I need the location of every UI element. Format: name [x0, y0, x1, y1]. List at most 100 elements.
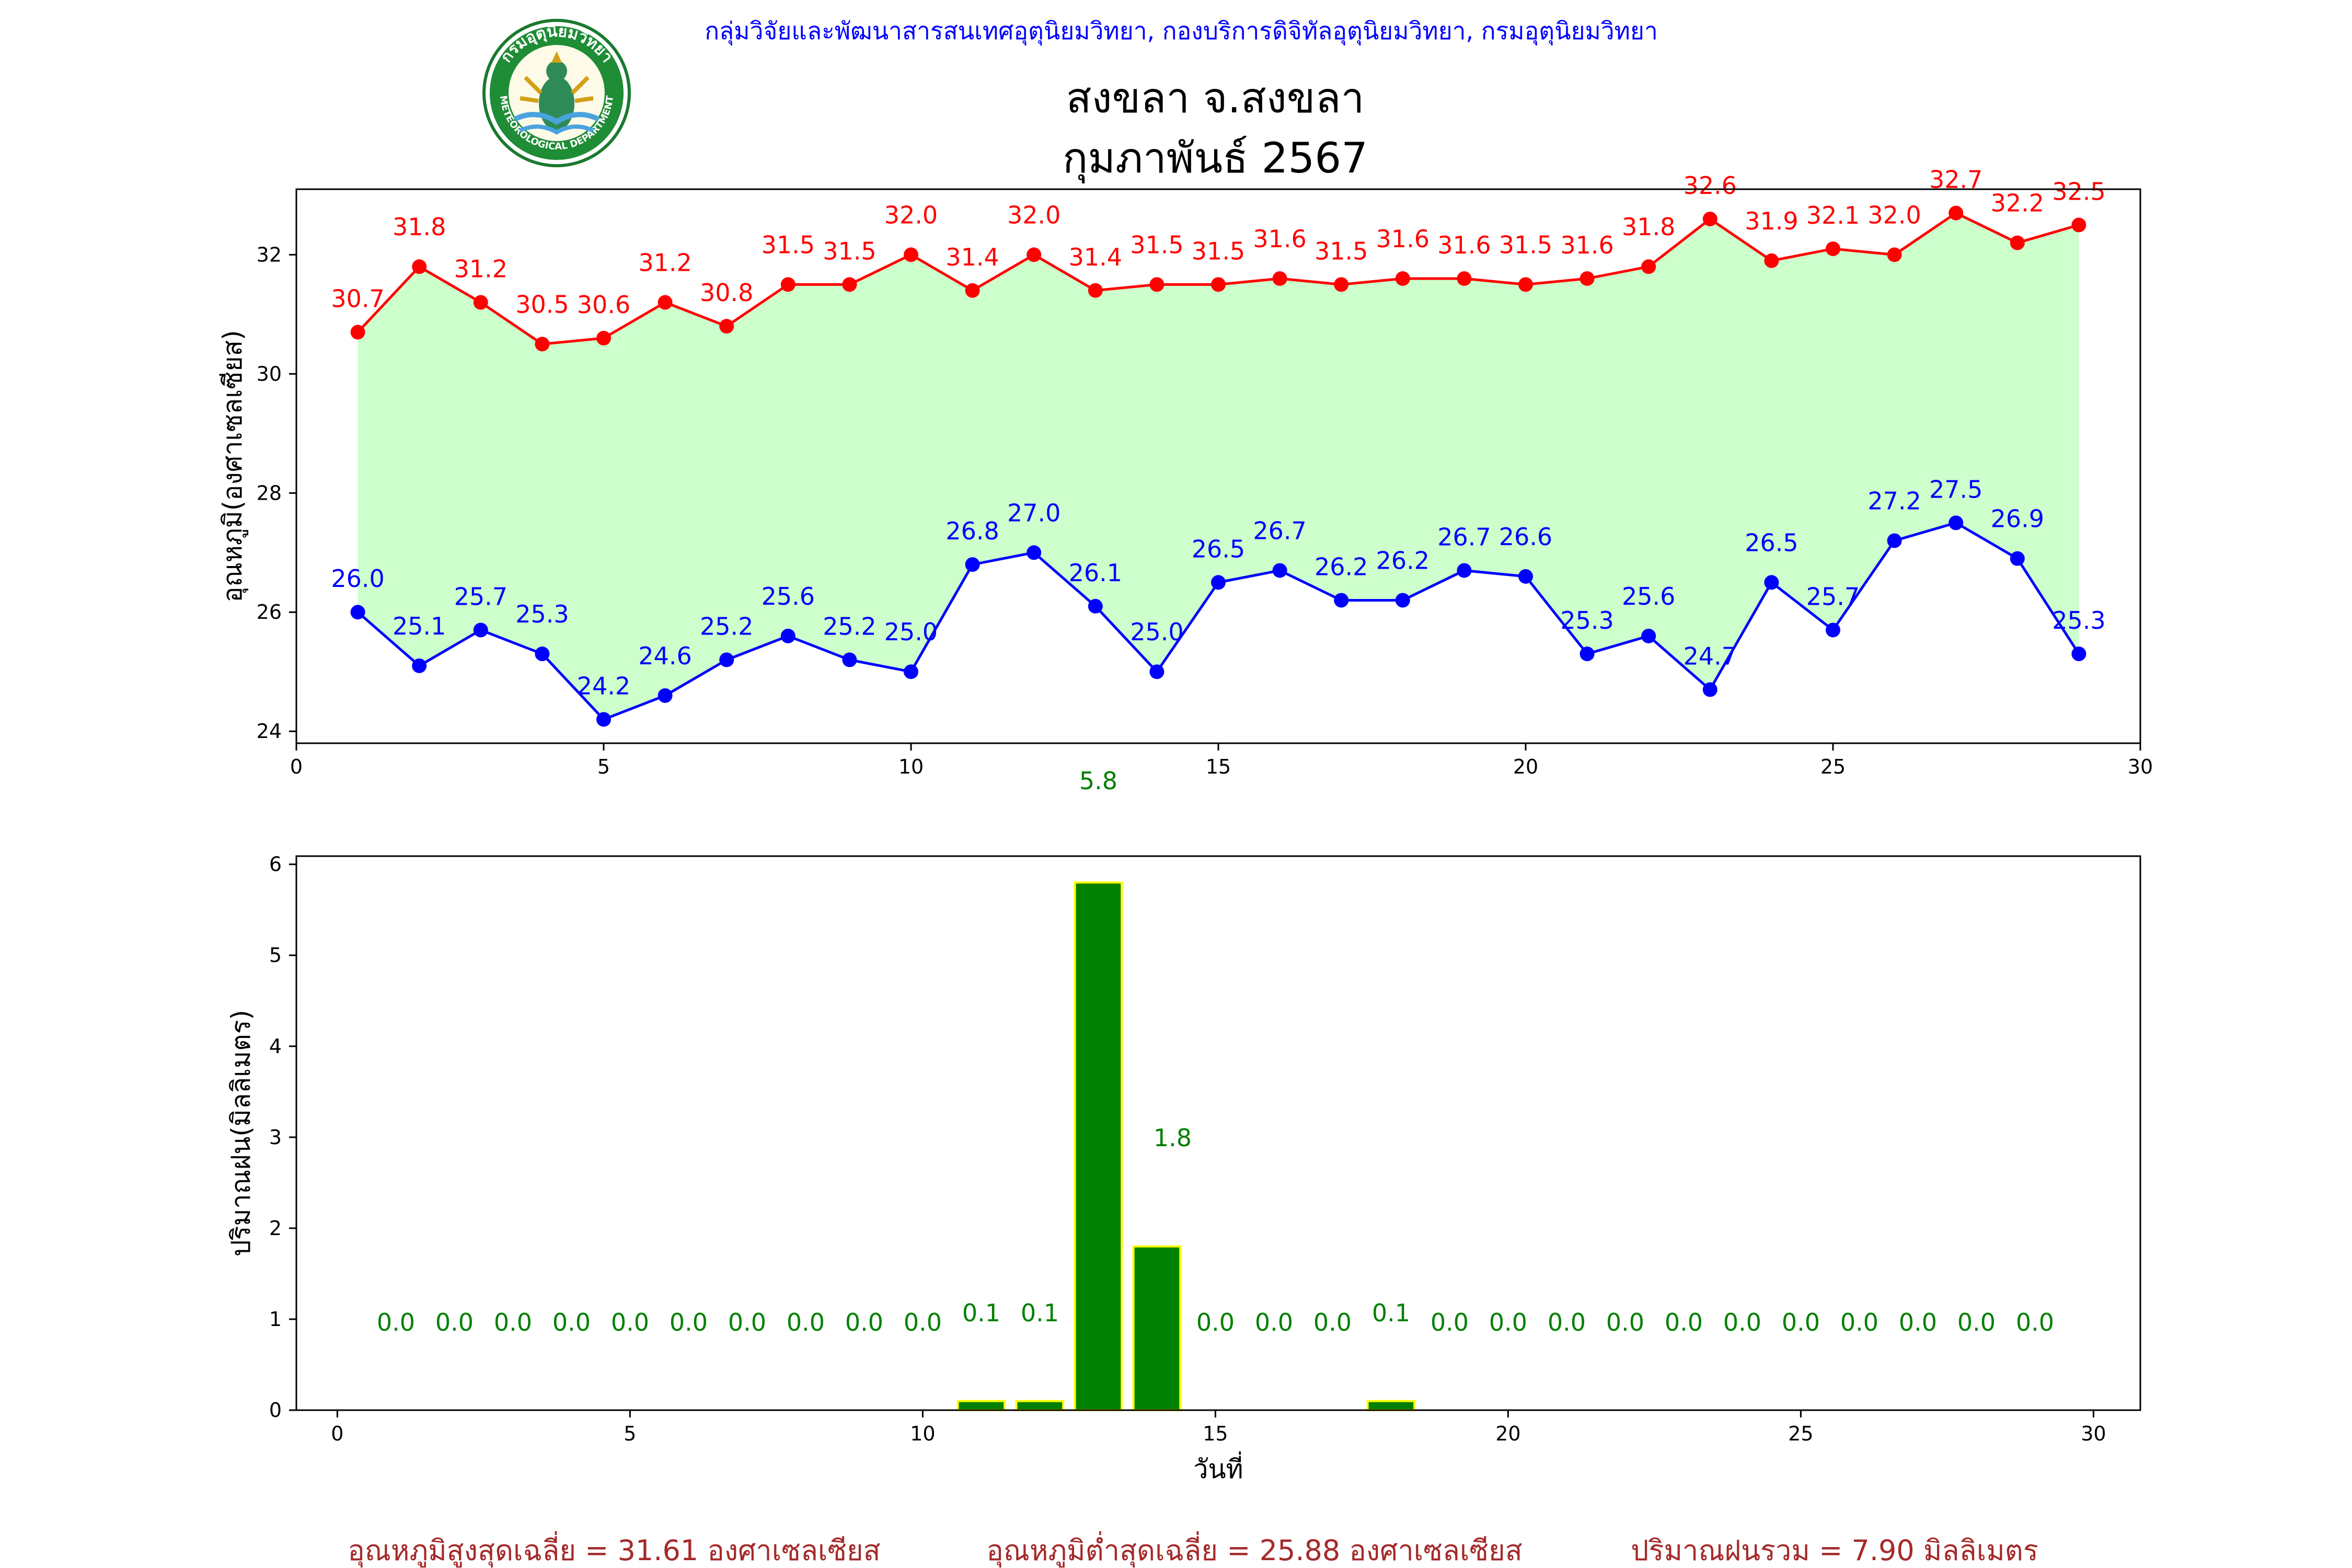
temperature-max-value-label: 31.2 [454, 255, 508, 283]
temperature-min-point [1149, 664, 1165, 679]
temperature-max-point [1088, 283, 1103, 298]
rainfall-xtick-label: 10 [910, 1422, 935, 1445]
temperature-max-value-label: 31.9 [1745, 207, 1798, 235]
temperature-max-point [719, 319, 734, 334]
temperature-min-value-label: 25.2 [700, 612, 753, 640]
temperature-max-point [350, 325, 365, 340]
rainfall-value-label: 0.0 [1665, 1308, 1703, 1336]
temperature-min-point [1211, 575, 1226, 590]
temperature-min-value-label: 26.9 [1991, 505, 2044, 533]
temperature-plot-frame [295, 188, 2141, 744]
rainfall-value-label: 0.0 [1782, 1308, 1820, 1336]
rainfall-ytick-label: 3 [269, 1126, 282, 1149]
temperature-max-value-label: 32.0 [1007, 201, 1060, 229]
temperature-max-point [1887, 247, 1902, 262]
temperature-max-value-label: 32.0 [884, 201, 938, 229]
temperature-min-point [1457, 563, 1472, 578]
temperature-min-point [1395, 593, 1410, 608]
rainfall-value-label: 0.0 [552, 1308, 591, 1336]
rainfall-value-label: 0.1 [1021, 1299, 1059, 1327]
rainfall-value-label: 0.0 [787, 1308, 825, 1336]
temperature-xtick-label: 15 [1206, 755, 1231, 778]
rainfall-xtick-label: 20 [1495, 1422, 1520, 1445]
period-title: กุมภาพันธ์ 2567 [1063, 134, 1368, 183]
temperature-min-value-label: 24.7 [1684, 642, 1737, 670]
temperature-min-point [1641, 628, 1656, 643]
temperature-min-value-label: 26.8 [946, 517, 999, 545]
temperature-min-value-label: 25.7 [454, 582, 508, 610]
temperature-min-value-label: 26.5 [1745, 528, 1798, 557]
temperature-xtick-label: 10 [898, 755, 924, 778]
temperature-min-value-label: 26.7 [1253, 516, 1306, 545]
temperature-min-value-label: 25.0 [1130, 618, 1183, 646]
temperature-xtick-label: 5 [597, 755, 610, 778]
rainfall-value-label: 0.0 [494, 1308, 532, 1336]
temperature-max-point [2071, 217, 2086, 233]
temperature-max-value-label: 31.5 [1315, 237, 1368, 265]
temperature-max-value-label: 31.5 [823, 237, 876, 265]
rainfall-xtick-label: 0 [331, 1422, 343, 1445]
temperature-max-value-label: 31.6 [1560, 231, 1613, 259]
rainfall-value-label: 0.1 [1372, 1299, 1410, 1327]
temperature-max-point [1211, 277, 1226, 292]
temperature-min-value-label: 25.7 [1806, 582, 1860, 610]
temperature-min-point [1334, 593, 1349, 608]
temperature-max-point [780, 277, 795, 292]
temperature-max-point [658, 295, 673, 310]
rainfall-value-label: 1.8 [1154, 1124, 1192, 1152]
rainfall-chart: 0 5 10 15 20 25 30 0 1 2 3 4 5 6 0.0 0.0 0.0 0.0 0.0 0.0 0.… [226, 767, 2141, 1484]
temperature-max-value-label: 31.4 [946, 243, 999, 271]
temperature-max-value-label: 31.5 [762, 230, 815, 259]
temperature-max-value-label: 30.8 [700, 279, 753, 307]
temperature-max-point [1334, 277, 1349, 292]
temperature-min-value-label: 24.6 [638, 642, 691, 670]
temperature-max-value-label: 32.0 [1867, 201, 1921, 229]
temperature-min-point [473, 622, 488, 638]
temperature-max-value-label: 32.5 [2052, 177, 2105, 205]
rainfall-value-label: 0.0 [1196, 1308, 1235, 1336]
rainfall-bar [956, 1400, 1006, 1412]
temperature-ytick-label: 28 [257, 481, 282, 504]
rainfall-value-label: 0.0 [2016, 1308, 2054, 1336]
temperature-max-point [1518, 277, 1533, 292]
rainfall-value-label: 0.0 [904, 1308, 942, 1336]
temperature-max-value-label: 32.6 [1684, 171, 1737, 200]
temperature-max-value-label: 31.4 [1069, 243, 1122, 271]
temperature-max-value-label: 30.6 [577, 291, 630, 319]
temperature-min-value-label: 26.0 [331, 564, 384, 593]
rainfall-value-label: 0.0 [1723, 1308, 1761, 1336]
temperature-min-point [412, 658, 427, 673]
temperature-ylabel: อุณหภูมิ(องศาเซลเซียส) [217, 330, 248, 602]
temperature-min-point [1887, 533, 1902, 548]
temperature-max-point [842, 277, 857, 292]
temperature-min-point [1579, 647, 1595, 662]
temperature-max-point [1764, 253, 1779, 268]
rainfall-value-label: 0.0 [1313, 1308, 1352, 1336]
temperature-max-value-label: 31.6 [1253, 225, 1306, 253]
temperature-max-point [596, 330, 611, 345]
temperature-min-point [965, 557, 980, 572]
rainfall-value-label: 0.0 [1489, 1308, 1527, 1336]
rainfall-value-label: 0.0 [1255, 1308, 1293, 1336]
temperature-max-value-label: 30.7 [331, 285, 384, 313]
temperature-max-point [1272, 271, 1287, 286]
rainfall-ytick-label: 2 [269, 1217, 282, 1240]
rainfall-value-label: 0.0 [1840, 1308, 1878, 1336]
temperature-min-value-label: 25.3 [1560, 606, 1613, 635]
temperature-min-point [1826, 622, 1840, 638]
rainfall-xlabel: วันที่ [1193, 1451, 1243, 1484]
temperature-max-value-label: 31.5 [1192, 237, 1245, 265]
temperature-min-point [719, 652, 734, 667]
temperature-min-point [780, 628, 795, 643]
temperature-ytick-label: 26 [257, 601, 282, 624]
temperature-max-value-label: 31.2 [638, 249, 691, 277]
temperature-max-point [965, 283, 980, 298]
temperature-min-point [535, 647, 550, 662]
temperature-min-value-label: 26.6 [1499, 523, 1552, 551]
footer-avg-max: อุณหภูมิสูงสุดเฉลี่ย = 31.61 องศาเซลเซีย… [348, 1531, 880, 1568]
rainfall-ytick-label: 4 [269, 1035, 282, 1058]
temperature-min-value-label: 26.1 [1069, 559, 1122, 587]
temperature-min-point [1272, 563, 1287, 578]
temperature-max-value-label: 32.1 [1806, 201, 1860, 229]
